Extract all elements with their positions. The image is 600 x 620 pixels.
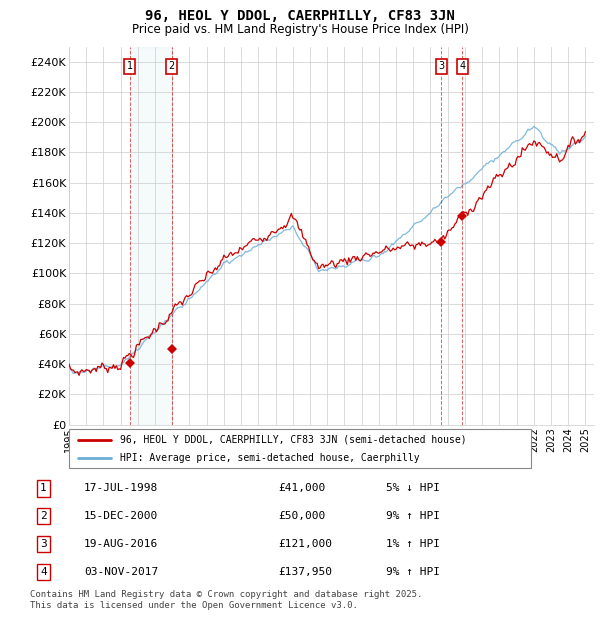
Text: £121,000: £121,000 <box>278 539 332 549</box>
Text: 96, HEOL Y DDOL, CAERPHILLY, CF83 3JN: 96, HEOL Y DDOL, CAERPHILLY, CF83 3JN <box>145 9 455 24</box>
Text: 9% ↑ HPI: 9% ↑ HPI <box>386 511 440 521</box>
Text: £41,000: £41,000 <box>278 483 326 494</box>
Text: 15-DEC-2000: 15-DEC-2000 <box>84 511 158 521</box>
Text: 96, HEOL Y DDOL, CAERPHILLY, CF83 3JN (semi-detached house): 96, HEOL Y DDOL, CAERPHILLY, CF83 3JN (s… <box>120 435 466 445</box>
Text: 9% ↑ HPI: 9% ↑ HPI <box>386 567 440 577</box>
Text: 5% ↓ HPI: 5% ↓ HPI <box>386 483 440 494</box>
Text: £50,000: £50,000 <box>278 511 326 521</box>
Text: 1% ↑ HPI: 1% ↑ HPI <box>386 539 440 549</box>
Text: 2: 2 <box>40 511 47 521</box>
Text: 03-NOV-2017: 03-NOV-2017 <box>84 567 158 577</box>
Text: 4: 4 <box>459 61 465 71</box>
Text: 17-JUL-1998: 17-JUL-1998 <box>84 483 158 494</box>
Text: Price paid vs. HM Land Registry's House Price Index (HPI): Price paid vs. HM Land Registry's House … <box>131 23 469 36</box>
Text: £137,950: £137,950 <box>278 567 332 577</box>
Text: 3: 3 <box>40 539 47 549</box>
Bar <box>130 46 172 425</box>
Text: 4: 4 <box>40 567 47 577</box>
FancyBboxPatch shape <box>69 429 531 468</box>
Text: 1: 1 <box>127 61 133 71</box>
Text: HPI: Average price, semi-detached house, Caerphilly: HPI: Average price, semi-detached house,… <box>120 453 419 463</box>
Text: Contains HM Land Registry data © Crown copyright and database right 2025.
This d: Contains HM Land Registry data © Crown c… <box>30 590 422 609</box>
Text: 3: 3 <box>438 61 445 71</box>
Text: 1: 1 <box>40 483 47 494</box>
Text: 2: 2 <box>169 61 175 71</box>
Text: 19-AUG-2016: 19-AUG-2016 <box>84 539 158 549</box>
